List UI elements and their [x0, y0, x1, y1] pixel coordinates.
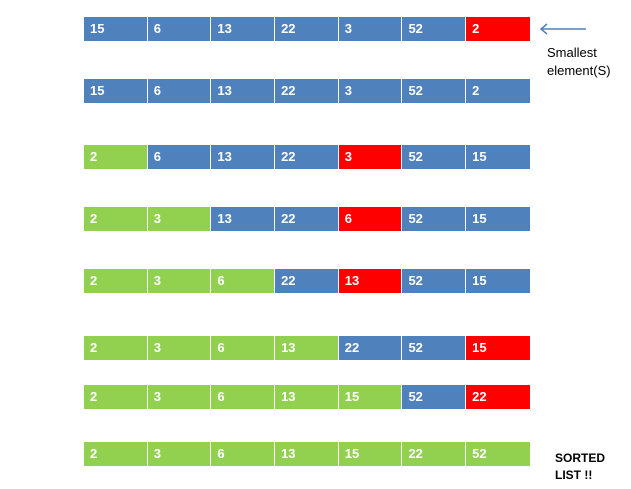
array-cell: 52 — [402, 79, 467, 103]
array-cell: 2 — [84, 207, 148, 231]
array-cell: 6 — [147, 145, 212, 169]
array-cell: 2 — [466, 79, 530, 103]
array-cell: 52 — [402, 385, 467, 409]
array-cell: 13 — [338, 269, 403, 293]
sorted-list-label: SORTED LIST !! — [555, 450, 605, 484]
array-row: 2 6 13 22 3 52 15 — [84, 145, 530, 169]
array-cell: 15 — [338, 385, 403, 409]
array-cell: 13 — [211, 207, 276, 231]
array-cell: 13 — [275, 336, 339, 360]
smallest-element-label: Smallest element(S) — [547, 44, 611, 80]
array-row: 2 3 6 22 13 52 15 — [84, 269, 530, 293]
array-cell: 52 — [402, 207, 467, 231]
smallest-label-line1: Smallest — [547, 45, 597, 60]
smallest-label-line2: element(S) — [547, 63, 611, 78]
array-cell: 15 — [84, 79, 148, 103]
array-cell: 2 — [84, 336, 148, 360]
array-cell: 52 — [402, 17, 467, 41]
array-cell: 15 — [466, 207, 530, 231]
array-cell: 13 — [275, 385, 339, 409]
sorted-label-line1: SORTED — [555, 451, 606, 465]
array-cell: 22 — [275, 79, 339, 103]
array-cell: 22 — [275, 269, 339, 293]
array-cell: 22 — [402, 442, 467, 466]
array-cell: 3 — [147, 269, 212, 293]
array-row: 2 3 6 13 15 52 22 — [84, 385, 530, 409]
array-cell: 52 — [402, 145, 467, 169]
array-cell: 52 — [402, 269, 467, 293]
array-cell: 3 — [147, 385, 212, 409]
array-cell: 2 — [84, 269, 148, 293]
array-cell: 22 — [466, 385, 530, 409]
array-cell: 15 — [84, 17, 148, 41]
array-cell: 6 — [338, 207, 403, 231]
array-cell: 13 — [211, 17, 276, 41]
array-cell: 52 — [402, 336, 467, 360]
array-cell: 15 — [338, 442, 403, 466]
array-cell: 3 — [338, 145, 403, 169]
array-cell: 3 — [147, 336, 212, 360]
array-cell: 2 — [466, 17, 530, 41]
array-row: 15 6 13 22 3 52 2 — [84, 17, 530, 41]
array-cell: 6 — [211, 269, 276, 293]
array-cell: 3 — [147, 442, 212, 466]
array-cell: 13 — [275, 442, 339, 466]
array-cell: 6 — [147, 17, 212, 41]
array-cell: 15 — [466, 269, 530, 293]
array-cell: 6 — [211, 385, 276, 409]
array-cell: 6 — [147, 79, 212, 103]
array-cell: 22 — [338, 336, 403, 360]
array-row: 15 6 13 22 3 52 2 — [84, 79, 530, 103]
array-cell: 6 — [211, 336, 276, 360]
array-cell: 3 — [147, 207, 212, 231]
sorted-label-line2: LIST !! — [555, 468, 593, 482]
array-cell: 15 — [466, 145, 530, 169]
array-cell: 13 — [211, 79, 276, 103]
array-row: 2 3 6 13 22 52 15 — [84, 336, 530, 360]
array-cell: 2 — [84, 442, 148, 466]
array-row: 2 3 13 22 6 52 15 — [84, 207, 530, 231]
array-cell: 15 — [466, 336, 530, 360]
array-cell: 6 — [211, 442, 276, 466]
array-cell: 2 — [84, 145, 148, 169]
array-cell: 52 — [466, 442, 530, 466]
array-cell: 2 — [84, 385, 148, 409]
array-cell: 13 — [211, 145, 276, 169]
array-cell: 22 — [275, 17, 339, 41]
array-cell: 3 — [338, 17, 403, 41]
array-cell: 22 — [275, 207, 339, 231]
array-cell: 22 — [275, 145, 339, 169]
array-cell: 3 — [338, 79, 403, 103]
array-row: 2 3 6 13 15 22 52 — [84, 442, 530, 466]
left-arrow-icon — [539, 23, 586, 35]
